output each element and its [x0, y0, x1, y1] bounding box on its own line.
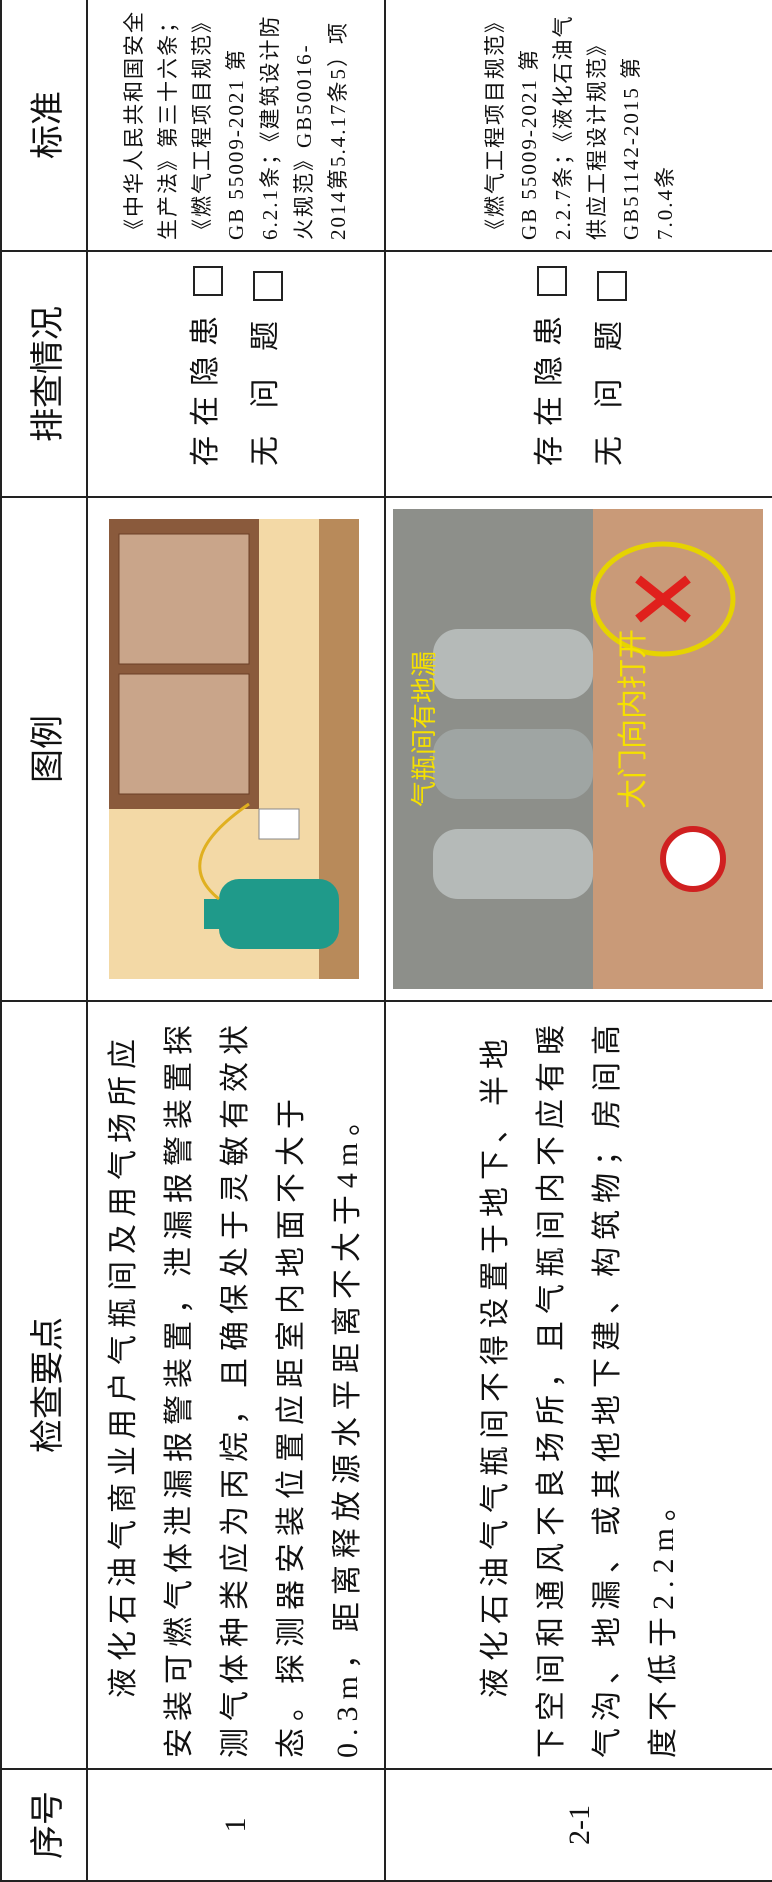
header-cell: 排查情况	[1, 251, 87, 497]
header-row: 序号 检查要点 图例 排查情况 标准	[1, 0, 87, 1881]
status-option: 存在隐患	[533, 306, 566, 466]
check-points: 液化石油气商业用户气瓶间及用气场所应安装可燃气体泄漏报警装置，泄漏报警装置探测气…	[87, 1001, 385, 1769]
standard: 《中华人民共和国安全生产法》第三十六条；《燃气工程项目规范》GB 55009-2…	[87, 0, 385, 251]
header-cell: 标准	[1, 0, 87, 251]
header-cell: 图例	[1, 497, 87, 1001]
status-option: 无 问 题	[249, 311, 282, 466]
checkbox[interactable]	[597, 271, 628, 301]
illustration	[87, 497, 385, 1001]
row: 2-1 液化石油气气瓶间不得设置于地下、半地下空间和通风不良场所，且气瓶间内不应…	[385, 0, 772, 1881]
checkbox[interactable]	[253, 271, 284, 301]
status-option: 无 问 题	[593, 311, 626, 466]
status: 存在隐患 无 问 题	[385, 251, 772, 497]
illustration: 气瓶间有地漏 大门向内打开	[385, 497, 772, 1001]
row-number: 1	[87, 1769, 385, 1881]
checkbox[interactable]	[193, 266, 224, 296]
row-number: 2-1	[385, 1769, 772, 1881]
standard: 《燃气工程项目规范》GB 55009-2021 第2.2.7条；《液化石油气供应…	[385, 0, 772, 251]
checkbox[interactable]	[537, 266, 568, 296]
image-label: 气瓶间有地漏	[410, 651, 440, 807]
row: 1 液化石油气商业用户气瓶间及用气场所应安装可燃气体泄漏报警装置，泄漏报警装置探…	[87, 0, 385, 1881]
illustration-cylinder-room: 气瓶间有地漏 大门向内打开	[392, 509, 763, 989]
header-cell: 检查要点	[1, 1001, 87, 1769]
illustration-kitchen	[108, 519, 359, 979]
header-cell: 序号	[1, 1769, 87, 1881]
status: 存在隐患 无 问 题	[87, 251, 385, 497]
check-points: 液化石油气气瓶间不得设置于地下、半地下空间和通风不良场所，且气瓶间内不应有暖气沟…	[385, 1001, 772, 1769]
image-label: 大门向内打开	[616, 629, 651, 809]
status-option: 存在隐患	[189, 306, 222, 466]
